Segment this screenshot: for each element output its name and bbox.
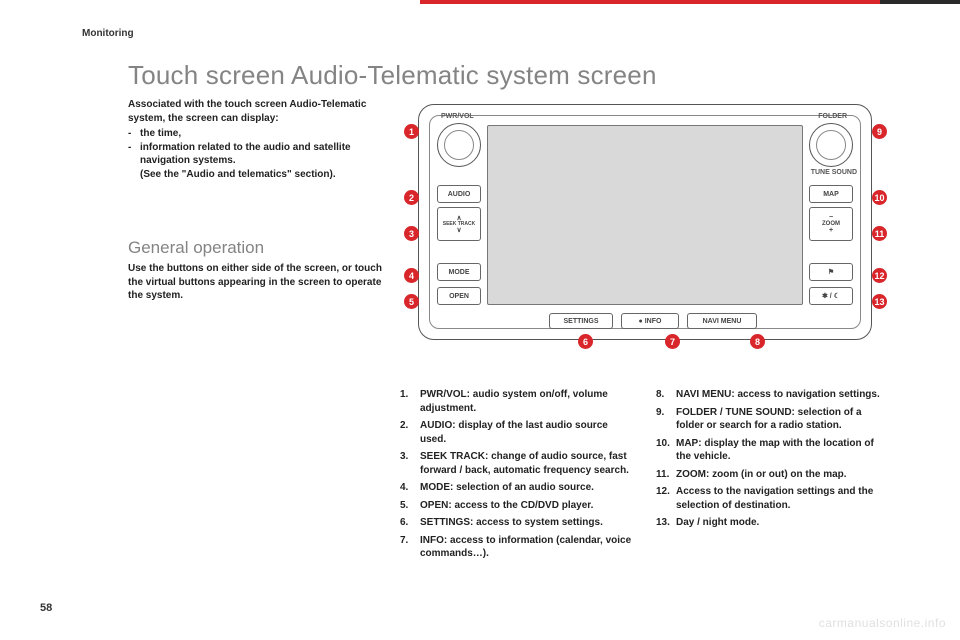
- intro-block: Associated with the touch screen Audio-T…: [128, 98, 388, 183]
- page-number: 58: [40, 602, 52, 614]
- folder-knob: [809, 123, 853, 167]
- general-operation: General operation Use the buttons on eit…: [128, 238, 388, 303]
- feature-term: ZOOM:: [676, 469, 709, 480]
- feature-term: SETTINGS:: [420, 517, 473, 528]
- feature-list: 1.PWR/VOL: audio system on/off, volume a…: [400, 388, 890, 565]
- feature-term: AUDIO:: [420, 420, 456, 431]
- feature-desc: access to navigation settings.: [735, 389, 880, 400]
- feature-term: FOLDER / TUNE SOUND:: [676, 407, 795, 418]
- feature-list-col2: 8. NAVI MENU: access to navigation settin…: [656, 388, 888, 565]
- intro-note: (See the "Audio and telematics" section)…: [128, 168, 388, 182]
- knob-label-right: FOLDER: [818, 113, 847, 120]
- feature-item: 13. Day / night mode.: [656, 516, 888, 530]
- pwr-vol-knob: [437, 123, 481, 167]
- device-illustration: PWR/VOL FOLDER TUNE SOUND AUDIO ∧ SEEK T…: [400, 98, 890, 368]
- feature-term: PWR/VOL:: [420, 389, 470, 400]
- feature-item: 3.SEEK TRACK: change of audio source, fa…: [400, 450, 632, 477]
- feature-desc: access to information (calendar, voice c…: [420, 535, 631, 560]
- feature-item: 10. MAP: display the map with the locatio…: [656, 437, 888, 464]
- intro-bullet: information related to the audio and sat…: [128, 141, 388, 168]
- feature-number: 2.: [400, 419, 408, 433]
- feature-desc: Access to the navigation settings and th…: [676, 486, 873, 511]
- feature-desc: display the map with the location of the…: [676, 438, 874, 463]
- feature-number: 3.: [400, 450, 408, 464]
- feature-item: 1.PWR/VOL: audio system on/off, volume a…: [400, 388, 632, 415]
- feature-number: 9.: [656, 406, 664, 420]
- intro-lead: Associated with the touch screen Audio-T…: [128, 98, 388, 125]
- bar-black: [880, 0, 960, 4]
- plus-icon: +: [829, 227, 833, 234]
- feature-number: 13.: [656, 516, 670, 530]
- daynight-button: ✱ / ☾: [809, 287, 853, 305]
- feature-item: 2.AUDIO: display of the last audio sourc…: [400, 419, 632, 446]
- feature-number: 12.: [656, 485, 670, 499]
- callout-badge: 10: [872, 190, 887, 205]
- feature-desc: selection of an audio source.: [453, 482, 594, 493]
- feature-desc: Day / night mode.: [676, 517, 759, 528]
- callout-badge: 7: [665, 334, 680, 349]
- feature-desc: zoom (in or out) on the map.: [709, 469, 846, 480]
- feature-item: 5. OPEN: access to the CD/DVD player.: [400, 499, 632, 513]
- callout-badge: 1: [404, 124, 419, 139]
- feature-list-col1: 1.PWR/VOL: audio system on/off, volume a…: [400, 388, 632, 565]
- feature-number: 11.: [656, 468, 669, 482]
- header-color-bar: [420, 0, 960, 4]
- feature-number: 1.: [400, 388, 408, 402]
- feature-desc: access to system settings.: [473, 517, 603, 528]
- flag-button: ⚑: [809, 263, 853, 281]
- callout-badge: 11: [872, 226, 887, 241]
- map-button: MAP: [809, 185, 853, 203]
- callout-badge: 4: [404, 268, 419, 283]
- callout-badge: 2: [404, 190, 419, 205]
- minus-icon: −: [829, 214, 833, 221]
- bar-red: [420, 0, 880, 4]
- feature-term: INFO:: [420, 535, 447, 546]
- device-body: PWR/VOL FOLDER TUNE SOUND AUDIO ∧ SEEK T…: [418, 104, 872, 340]
- knob-label-left: PWR/VOL: [441, 113, 474, 120]
- seek-track-button: ∧ SEEK TRACK ∨: [437, 207, 481, 241]
- audio-button: AUDIO: [437, 185, 481, 203]
- feature-item: 4. MODE: selection of an audio source.: [400, 481, 632, 495]
- feature-term: MODE:: [420, 482, 453, 493]
- feature-desc: access to the CD/DVD player.: [452, 500, 594, 511]
- feature-number: 10.: [656, 437, 670, 451]
- feature-term: OPEN:: [420, 500, 452, 511]
- feature-number: 5.: [400, 499, 408, 513]
- callout-badge: 6: [578, 334, 593, 349]
- callout-badge: 3: [404, 226, 419, 241]
- mode-button: MODE: [437, 263, 481, 281]
- feature-item: 6. SETTINGS: access to system settings.: [400, 516, 632, 530]
- feature-number: 6.: [400, 516, 408, 530]
- feature-term: NAVI MENU:: [676, 389, 735, 400]
- open-button: OPEN: [437, 287, 481, 305]
- feature-term: SEEK TRACK:: [420, 451, 488, 462]
- feature-number: 8.: [656, 388, 664, 402]
- general-operation-heading: General operation: [128, 238, 388, 258]
- feature-item: 7. INFO: access to information (calendar,…: [400, 534, 632, 561]
- feature-item: 8. NAVI MENU: access to navigation settin…: [656, 388, 888, 402]
- feature-item: 12. Access to the navigation settings and…: [656, 485, 888, 512]
- intro-bullet: the time,: [128, 127, 388, 141]
- callout-badge: 9: [872, 124, 887, 139]
- feature-item: 9.FOLDER / TUNE SOUND: selection of a fo…: [656, 406, 888, 433]
- section-label: Monitoring: [82, 28, 134, 39]
- info-button: ● INFO: [621, 313, 679, 329]
- callout-badge: 8: [750, 334, 765, 349]
- chevron-down-icon: ∨: [456, 227, 461, 234]
- page-title: Touch screen Audio-Telematic system scre…: [128, 60, 657, 91]
- general-operation-body: Use the buttons on either side of the sc…: [128, 262, 388, 303]
- callout-badge: 12: [872, 268, 887, 283]
- feature-term: MAP:: [676, 438, 702, 449]
- feature-number: 4.: [400, 481, 408, 495]
- callout-badge: 13: [872, 294, 887, 309]
- settings-button: SETTINGS: [549, 313, 613, 329]
- knob-sublabel-right: TUNE SOUND: [811, 169, 857, 176]
- navimenu-button: NAVI MENU: [687, 313, 757, 329]
- callout-badge: 5: [404, 294, 419, 309]
- feature-number: 7.: [400, 534, 408, 548]
- watermark: carmanualsonline.info: [819, 616, 946, 630]
- device-screen: [487, 125, 803, 305]
- zoom-button: − ZOOM +: [809, 207, 853, 241]
- feature-item: 11. ZOOM: zoom (in or out) on the map.: [656, 468, 888, 482]
